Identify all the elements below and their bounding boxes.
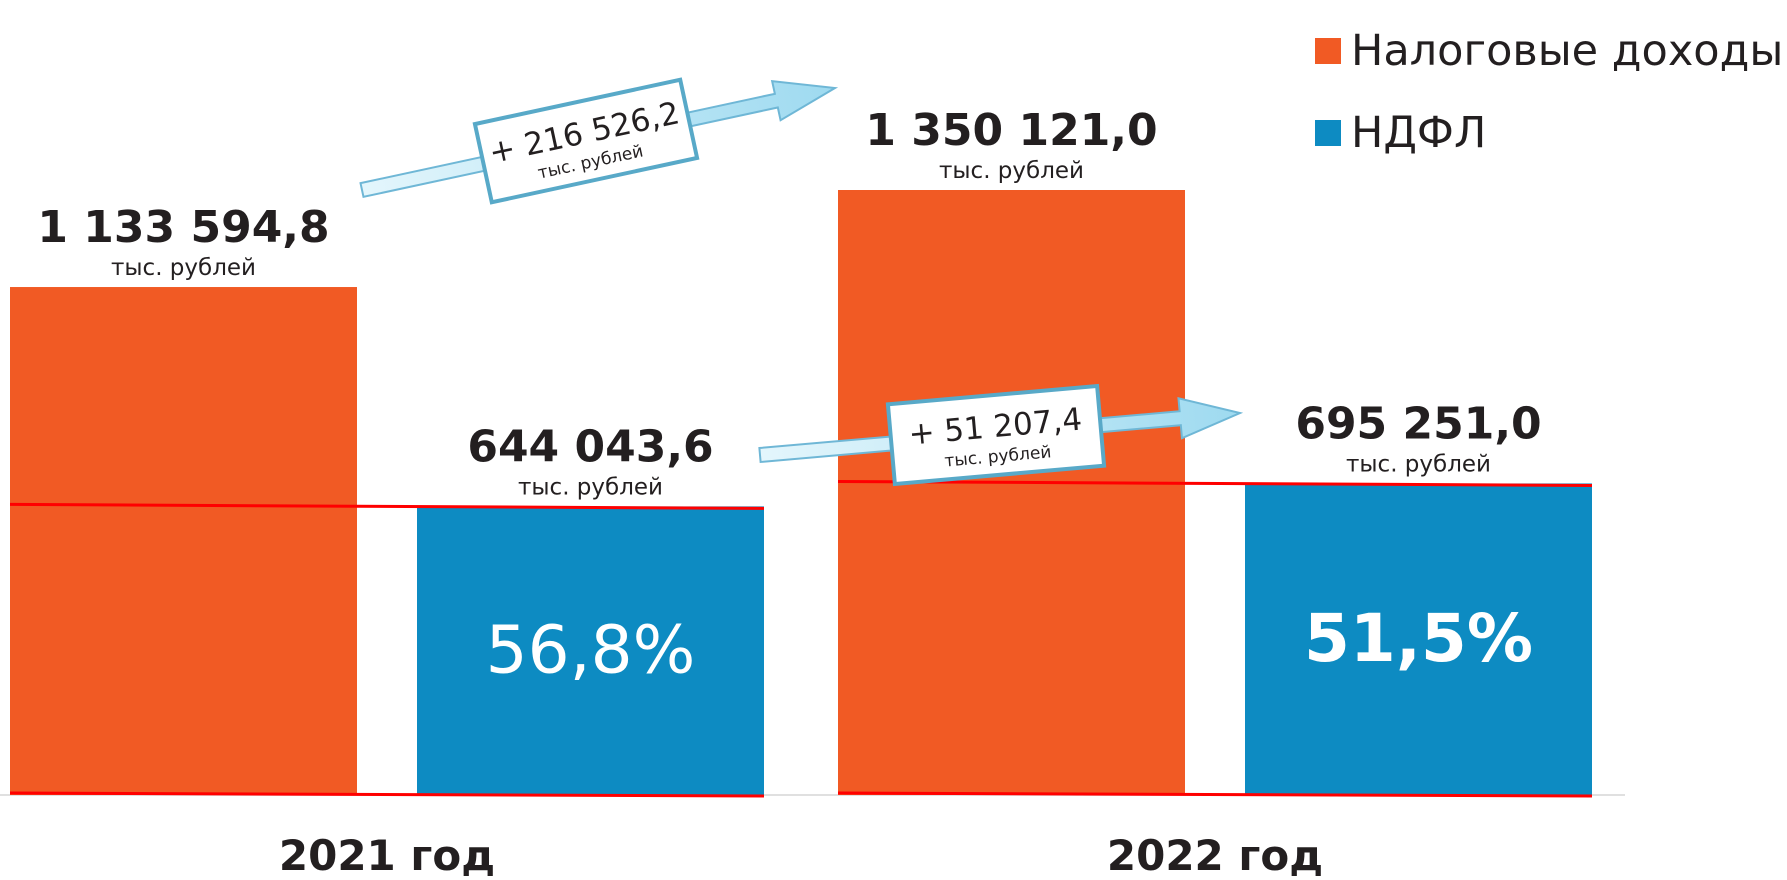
annotation-frame bbox=[472, 77, 700, 205]
share-label: 51,5% bbox=[1304, 600, 1533, 677]
base-line bbox=[9, 791, 765, 798]
legend-item-ndfl: НДФЛ bbox=[1315, 92, 1783, 174]
unit-label: тыс. рублей bbox=[518, 474, 663, 500]
ndfl-level-line bbox=[837, 479, 1593, 487]
legend-item-tax-revenue: Налоговые доходы bbox=[1315, 10, 1783, 92]
value-label: 1 133 594,8 bbox=[37, 202, 329, 253]
category-label: 2021 год bbox=[279, 831, 495, 880]
ndfl-level-line bbox=[9, 502, 765, 510]
unit-label: тыс. рублей bbox=[939, 158, 1084, 184]
category-label: 2022 год bbox=[1107, 831, 1323, 880]
legend-swatch bbox=[1315, 120, 1341, 146]
legend-swatch bbox=[1315, 38, 1341, 64]
legend-label: НДФЛ bbox=[1351, 108, 1487, 158]
share-label: 56,8% bbox=[486, 612, 696, 689]
unit-label: тыс. рублей bbox=[111, 255, 256, 281]
bar-tax-revenue-0 bbox=[10, 287, 357, 795]
base-line bbox=[837, 791, 1593, 798]
unit-label: тыс. рублей bbox=[1346, 451, 1491, 477]
value-label: 695 251,0 bbox=[1295, 398, 1541, 449]
bar-ndfl-1 bbox=[1245, 483, 1592, 795]
annotation-frame bbox=[885, 383, 1107, 487]
value-label: 1 350 121,0 bbox=[865, 105, 1157, 156]
chart-legend: Налоговые доходы НДФЛ bbox=[1315, 10, 1783, 174]
legend-label: Налоговые доходы bbox=[1351, 26, 1784, 76]
bar-ndfl-0 bbox=[417, 506, 764, 795]
bar-tax-revenue-1 bbox=[838, 190, 1185, 795]
value-label: 644 043,6 bbox=[467, 421, 713, 472]
